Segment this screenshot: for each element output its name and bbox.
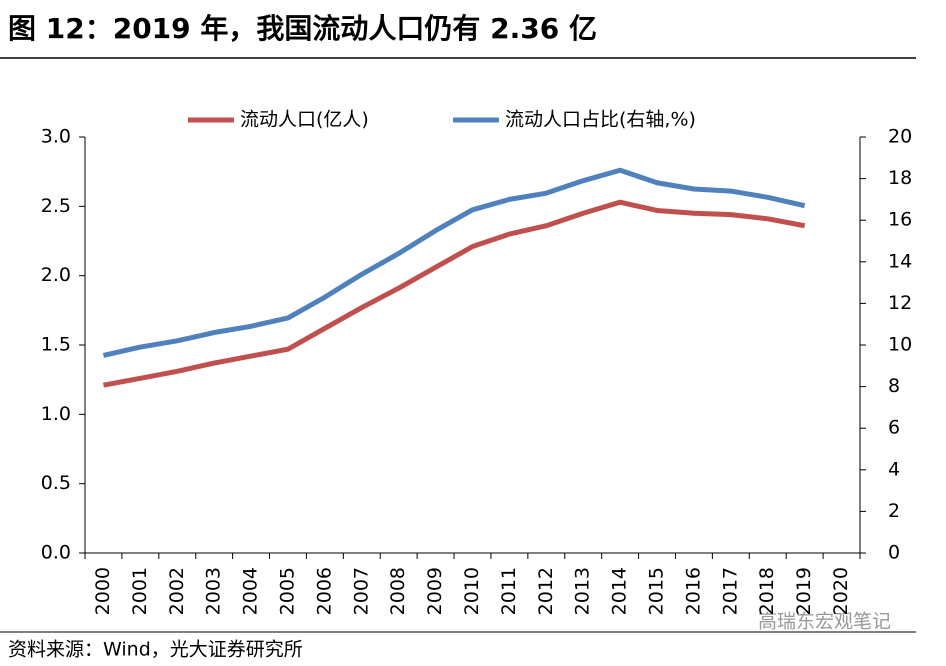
x-tick-label: 2016 bbox=[682, 567, 704, 615]
x-tick-label: 2012 bbox=[535, 567, 557, 615]
x-tick-label: 2005 bbox=[276, 567, 298, 615]
watermark: 高瑞东宏观笔记 bbox=[758, 611, 891, 633]
y2-tick-label: 6 bbox=[888, 417, 900, 439]
y2-tick-label: 8 bbox=[888, 375, 900, 397]
y2-tick-label: 18 bbox=[888, 167, 912, 189]
y2-tick-label: 4 bbox=[888, 458, 900, 480]
x-tick-label: 2013 bbox=[572, 567, 594, 615]
source: 资料来源：Wind，光大证券研究所 bbox=[8, 639, 303, 661]
x-tick-label: 2020 bbox=[830, 567, 852, 615]
x-tick-label: 2019 bbox=[793, 567, 815, 615]
chart-title: 图 12：2019 年，我国流动人口仍有 2.36 亿 bbox=[8, 12, 597, 45]
legend-label: 流动人口占比(右轴,%) bbox=[505, 109, 696, 131]
x-tick-label: 2018 bbox=[756, 567, 778, 615]
x-tick-label: 2004 bbox=[240, 567, 262, 615]
y2-tick-label: 20 bbox=[888, 126, 912, 148]
y-tick-label: 2.5 bbox=[41, 195, 71, 217]
y2-tick-label: 16 bbox=[888, 209, 912, 231]
y2-tick-label: 12 bbox=[888, 292, 912, 314]
x-tick-label: 2000 bbox=[92, 567, 114, 615]
y-tick-label: 1.5 bbox=[41, 334, 71, 356]
y-tick-label: 0.0 bbox=[41, 542, 71, 564]
x-tick-label: 2015 bbox=[646, 567, 668, 615]
y-tick-label: 0.5 bbox=[41, 472, 71, 494]
y-tick-label: 1.0 bbox=[41, 403, 71, 425]
x-tick-label: 2011 bbox=[498, 567, 520, 615]
y2-tick-label: 10 bbox=[888, 334, 912, 356]
x-tick-label: 2008 bbox=[387, 567, 409, 615]
x-tick-label: 2003 bbox=[203, 567, 225, 615]
series-line bbox=[102, 167, 806, 358]
x-tick-label: 2007 bbox=[350, 567, 372, 615]
x-tick-label: 2001 bbox=[129, 567, 151, 615]
x-tick-label: 2017 bbox=[719, 567, 741, 615]
x-tick-label: 2006 bbox=[313, 567, 335, 615]
x-tick-label: 2014 bbox=[609, 567, 631, 615]
series-line bbox=[102, 199, 806, 388]
x-tick-label: 2010 bbox=[461, 567, 483, 615]
y-tick-label: 3.0 bbox=[41, 126, 71, 148]
x-tick-label: 2009 bbox=[424, 567, 446, 615]
y2-tick-label: 14 bbox=[888, 250, 912, 272]
y2-tick-label: 0 bbox=[888, 542, 900, 564]
y-tick-label: 2.0 bbox=[41, 264, 71, 286]
legend-label: 流动人口(亿人) bbox=[240, 109, 369, 131]
x-tick-label: 2002 bbox=[166, 567, 188, 615]
y2-tick-label: 2 bbox=[888, 500, 900, 522]
